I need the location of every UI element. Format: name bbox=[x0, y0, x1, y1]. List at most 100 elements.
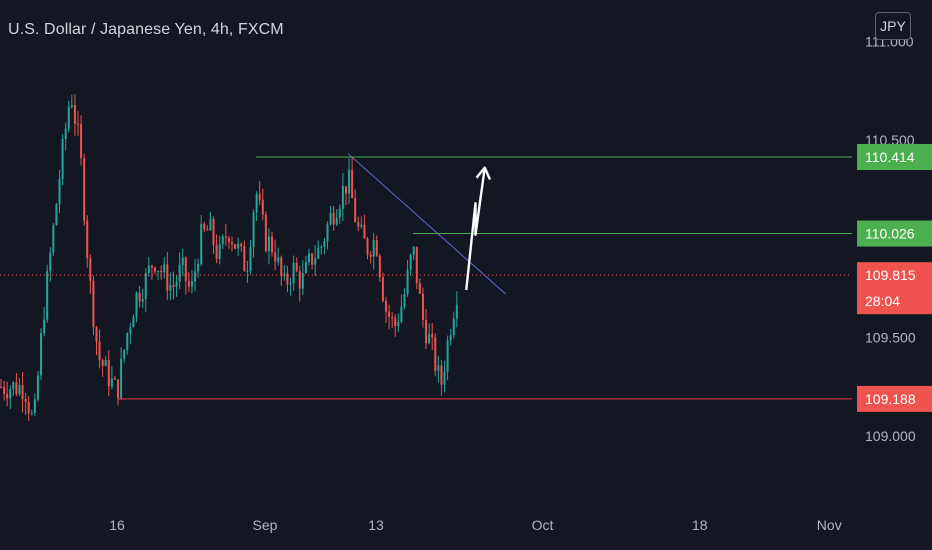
candle-body bbox=[431, 334, 434, 338]
candle-body bbox=[187, 281, 190, 287]
candle-body bbox=[95, 327, 98, 342]
candle-body bbox=[138, 292, 141, 302]
price-tag-label: 110.414 bbox=[865, 149, 915, 165]
candle-body bbox=[264, 214, 267, 252]
price-tag-resistance bbox=[857, 220, 932, 247]
candle-body bbox=[49, 252, 52, 272]
candle-body bbox=[200, 224, 203, 264]
candle-body bbox=[329, 212, 332, 225]
candle-body bbox=[403, 294, 406, 307]
time-tick-label: 18 bbox=[692, 517, 708, 533]
chart-title: U.S. Dollar / Japanese Yen, 4h, FXCM bbox=[8, 21, 284, 38]
candle-body bbox=[394, 317, 397, 327]
candle-body bbox=[227, 238, 230, 243]
candle-body bbox=[126, 333, 129, 350]
price-tick-label: 109.000 bbox=[865, 428, 916, 444]
candle-body bbox=[295, 262, 298, 272]
candle-body bbox=[301, 272, 304, 289]
candle-body bbox=[415, 246, 418, 283]
candle-body bbox=[452, 318, 455, 336]
candle-body bbox=[311, 253, 314, 265]
candle-body bbox=[104, 359, 107, 366]
candle-body bbox=[280, 257, 283, 277]
candle-body bbox=[30, 413, 33, 415]
candle-body bbox=[113, 378, 116, 380]
candle-body bbox=[169, 284, 172, 291]
candle-body bbox=[89, 258, 92, 281]
candle-body bbox=[320, 246, 323, 248]
candle-body bbox=[206, 229, 209, 231]
candle-body bbox=[240, 243, 243, 246]
descending-trendline[interactable] bbox=[347, 153, 506, 295]
candle-body bbox=[446, 340, 449, 372]
candle-body bbox=[308, 253, 310, 262]
candle-body bbox=[80, 124, 83, 159]
candle-body bbox=[154, 267, 156, 272]
candle-body bbox=[243, 245, 246, 272]
candle-body bbox=[147, 265, 150, 273]
candle-body bbox=[178, 264, 181, 282]
candle-body bbox=[237, 243, 240, 249]
candle-body bbox=[249, 247, 252, 271]
candle-body bbox=[277, 257, 280, 262]
candle-body bbox=[61, 138, 64, 180]
candle-body bbox=[190, 281, 193, 287]
candle-body bbox=[52, 224, 55, 253]
price-tag-label: 109.188 bbox=[865, 391, 916, 407]
candle-body bbox=[6, 393, 9, 399]
candle-body bbox=[110, 378, 113, 387]
time-tick-label: Sep bbox=[253, 517, 278, 533]
candle-body bbox=[3, 386, 6, 394]
candle-body bbox=[332, 212, 335, 225]
candle-body bbox=[73, 104, 76, 124]
candle-body bbox=[120, 358, 123, 398]
candle-body bbox=[64, 128, 67, 139]
candle-body bbox=[372, 240, 375, 257]
price-tag-resistance bbox=[857, 143, 932, 170]
candle-body bbox=[0, 386, 2, 388]
candle-body bbox=[132, 316, 135, 328]
candle-body bbox=[107, 359, 110, 387]
candle-body bbox=[258, 194, 261, 200]
candle-body bbox=[70, 104, 73, 107]
candle-body bbox=[418, 282, 421, 294]
time-axis: 16 Sep 13 Oct 18 Nov bbox=[109, 517, 841, 533]
candle-body bbox=[40, 333, 43, 376]
candle-body bbox=[184, 257, 187, 282]
candle-body bbox=[117, 379, 120, 398]
projection-arrow[interactable] bbox=[465, 167, 486, 291]
candle-body bbox=[351, 170, 354, 199]
candle-body bbox=[317, 247, 320, 259]
candle-body bbox=[24, 399, 27, 403]
candle-body bbox=[440, 365, 443, 385]
currency-button[interactable]: JPY bbox=[875, 12, 911, 40]
price-tag-support bbox=[857, 385, 932, 412]
candle-body bbox=[181, 257, 184, 265]
candle-body bbox=[378, 255, 381, 278]
candle-body bbox=[425, 319, 428, 344]
candle-body bbox=[385, 301, 387, 312]
candle-body bbox=[101, 360, 104, 366]
candle-body bbox=[274, 252, 277, 262]
candle-body bbox=[15, 382, 18, 394]
candle-body bbox=[366, 238, 369, 255]
candle-body bbox=[363, 224, 366, 239]
candle-body bbox=[43, 319, 46, 334]
candle-body bbox=[341, 186, 344, 209]
candle-body bbox=[314, 258, 317, 265]
candle-body bbox=[421, 293, 424, 320]
candle-body bbox=[33, 399, 36, 414]
candle-body bbox=[83, 158, 86, 221]
candle-body bbox=[141, 299, 144, 302]
candle-body bbox=[160, 270, 163, 273]
time-tick-label: 16 bbox=[109, 517, 125, 533]
bar-countdown-label: 28:04 bbox=[865, 293, 900, 309]
candle-body bbox=[9, 389, 12, 399]
candle-body bbox=[12, 382, 15, 390]
candle-body bbox=[98, 341, 101, 361]
candle-body bbox=[326, 224, 329, 242]
candle-body bbox=[369, 254, 372, 257]
candle-body bbox=[271, 236, 274, 253]
candle-body bbox=[135, 292, 138, 317]
